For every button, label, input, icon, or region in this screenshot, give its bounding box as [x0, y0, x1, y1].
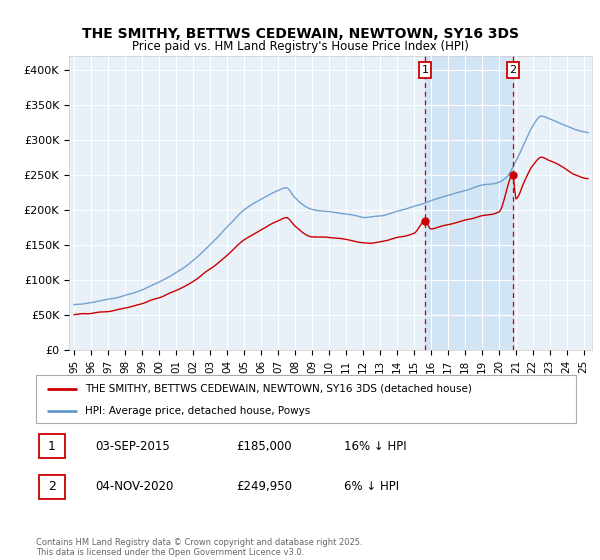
- Text: Price paid vs. HM Land Registry's House Price Index (HPI): Price paid vs. HM Land Registry's House …: [131, 40, 469, 53]
- FancyBboxPatch shape: [39, 475, 65, 499]
- Text: THE SMITHY, BETTWS CEDEWAIN, NEWTOWN, SY16 3DS (detached house): THE SMITHY, BETTWS CEDEWAIN, NEWTOWN, SY…: [85, 384, 472, 394]
- Text: Contains HM Land Registry data © Crown copyright and database right 2025.
This d: Contains HM Land Registry data © Crown c…: [36, 538, 362, 557]
- Text: 2: 2: [48, 480, 56, 493]
- Text: £249,950: £249,950: [236, 480, 292, 493]
- Text: 04-NOV-2020: 04-NOV-2020: [95, 480, 174, 493]
- Text: HPI: Average price, detached house, Powys: HPI: Average price, detached house, Powy…: [85, 406, 310, 416]
- FancyBboxPatch shape: [39, 434, 65, 459]
- Text: 2: 2: [509, 65, 517, 75]
- Text: £185,000: £185,000: [236, 440, 292, 453]
- Text: 1: 1: [48, 440, 56, 453]
- Text: 16% ↓ HPI: 16% ↓ HPI: [344, 440, 406, 453]
- Text: 03-SEP-2015: 03-SEP-2015: [95, 440, 170, 453]
- Text: 6% ↓ HPI: 6% ↓ HPI: [344, 480, 399, 493]
- Text: THE SMITHY, BETTWS CEDEWAIN, NEWTOWN, SY16 3DS: THE SMITHY, BETTWS CEDEWAIN, NEWTOWN, SY…: [82, 27, 518, 41]
- Text: 1: 1: [422, 65, 429, 75]
- Bar: [425, 56, 513, 350]
